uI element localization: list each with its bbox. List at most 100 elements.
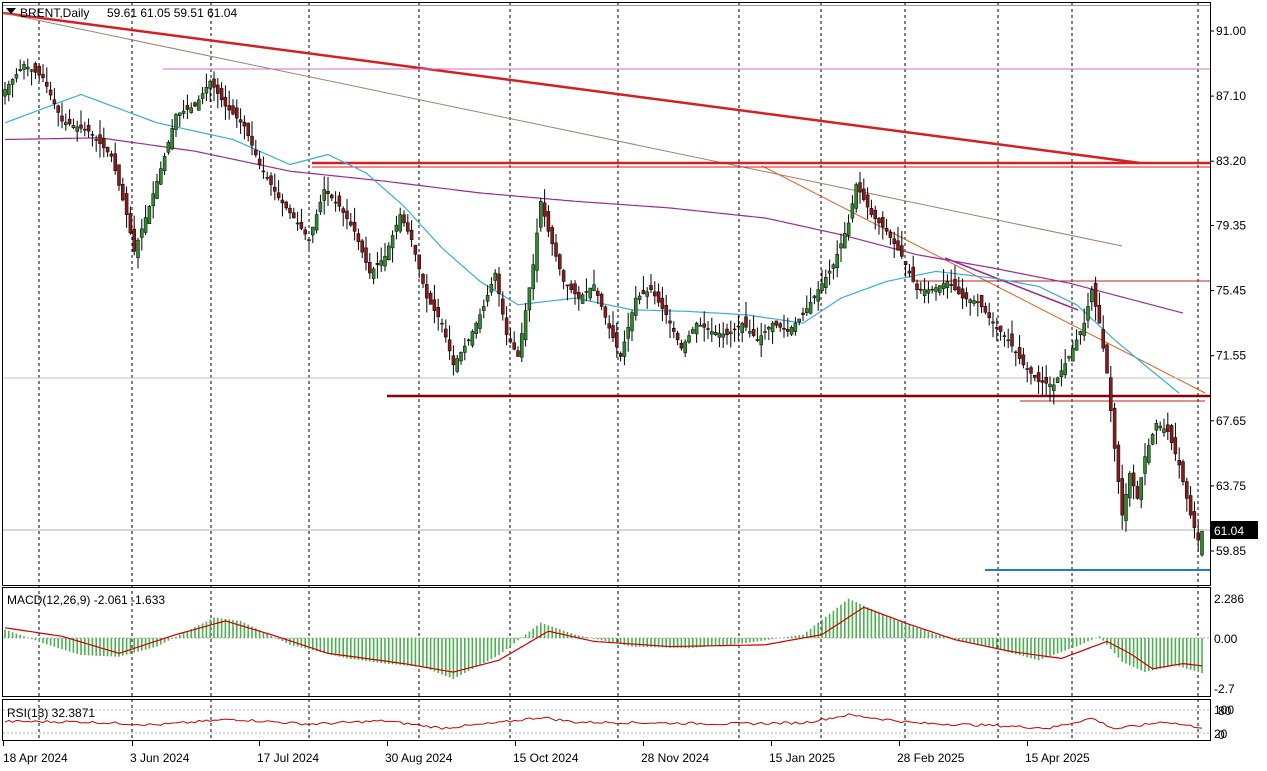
candle-body [660, 297, 665, 309]
candle [915, 279, 919, 300]
candle-body [1071, 347, 1075, 362]
candle [212, 71, 216, 101]
candle-body [417, 254, 421, 270]
candle [1052, 377, 1056, 405]
time-label-1: 3 Jun 2024 [130, 751, 190, 765]
candle [18, 59, 22, 72]
candle [561, 269, 566, 290]
candle [208, 79, 212, 102]
candle-body [292, 212, 296, 219]
candle [231, 99, 235, 116]
candle [113, 142, 117, 175]
time-label-7: 28 Feb 2025 [897, 751, 965, 765]
candle-body [527, 287, 532, 311]
dropdown-triangle-icon[interactable] [6, 8, 16, 14]
candle [436, 298, 440, 331]
candle [588, 287, 592, 301]
candle [1025, 362, 1029, 383]
candle [922, 278, 927, 304]
candle-body [694, 322, 699, 335]
candle-body [1109, 377, 1113, 412]
candle-body [212, 78, 216, 88]
candle [288, 204, 292, 219]
candle [953, 265, 957, 292]
candle [159, 161, 163, 186]
candle-body [945, 281, 950, 289]
candle [409, 220, 414, 248]
candle-body [755, 339, 760, 341]
candle-body [865, 194, 870, 208]
candle-body [831, 264, 836, 269]
candle [197, 95, 201, 111]
rsi-tick-20: 20 [1214, 727, 1228, 741]
candle [1059, 359, 1064, 387]
candle-body [413, 244, 418, 255]
candle-body [29, 69, 34, 72]
candle [615, 322, 619, 358]
ohlc-readout: 59.61 61.05 59.51 61.04 [107, 6, 237, 20]
macd-tick-low: -2.7 [1214, 682, 1235, 696]
candle [1029, 365, 1033, 385]
candle-body [26, 66, 30, 70]
candle-body [193, 102, 197, 107]
candle-body [732, 328, 737, 331]
candle-body [451, 355, 456, 366]
candle-body [124, 193, 129, 215]
candle [463, 338, 467, 361]
candle [710, 317, 714, 343]
candle [185, 94, 190, 120]
candle [839, 233, 843, 262]
candle [740, 321, 744, 343]
candle [1169, 423, 1174, 451]
candle [565, 284, 570, 301]
candle [470, 329, 475, 348]
candle-body [402, 214, 406, 224]
candle [299, 208, 304, 231]
candle [1154, 419, 1159, 445]
candle [877, 216, 881, 235]
candle [827, 259, 832, 286]
candle [1017, 335, 1022, 365]
candle [1120, 464, 1124, 530]
candle-body [535, 232, 539, 271]
candle-body [523, 310, 528, 341]
candle-body [637, 295, 642, 300]
candle [41, 64, 45, 82]
candle [474, 321, 478, 339]
candle-body [455, 358, 459, 372]
candle [52, 88, 57, 110]
candle [656, 283, 661, 307]
candle [596, 287, 600, 305]
rsi-label: RSI(13) 32.3871 [7, 706, 95, 720]
candle-body [1090, 289, 1094, 303]
candle-body [265, 177, 269, 179]
candle-body [995, 327, 999, 329]
candle [94, 135, 98, 152]
candle [303, 226, 307, 240]
candle [1112, 402, 1117, 462]
candle [406, 214, 410, 235]
candle-body [763, 331, 767, 333]
candle [683, 339, 687, 358]
candle [1173, 422, 1178, 461]
candle-body [1128, 473, 1132, 499]
candle-body [979, 294, 984, 308]
candle [425, 274, 429, 313]
candle-body [288, 207, 292, 214]
candle [284, 200, 288, 211]
macd-histogram [4, 598, 1203, 679]
candle [786, 317, 790, 337]
candle-body [843, 233, 847, 249]
candle [394, 215, 399, 240]
candle [550, 224, 554, 256]
candle-body [459, 352, 463, 362]
candle [664, 294, 668, 324]
candle-body [428, 292, 433, 305]
candle-body [299, 222, 304, 229]
candle-body [421, 273, 425, 284]
candle [478, 308, 482, 334]
candle [516, 346, 520, 357]
candle-body [113, 153, 117, 172]
candle [736, 315, 741, 341]
candle [37, 63, 41, 82]
